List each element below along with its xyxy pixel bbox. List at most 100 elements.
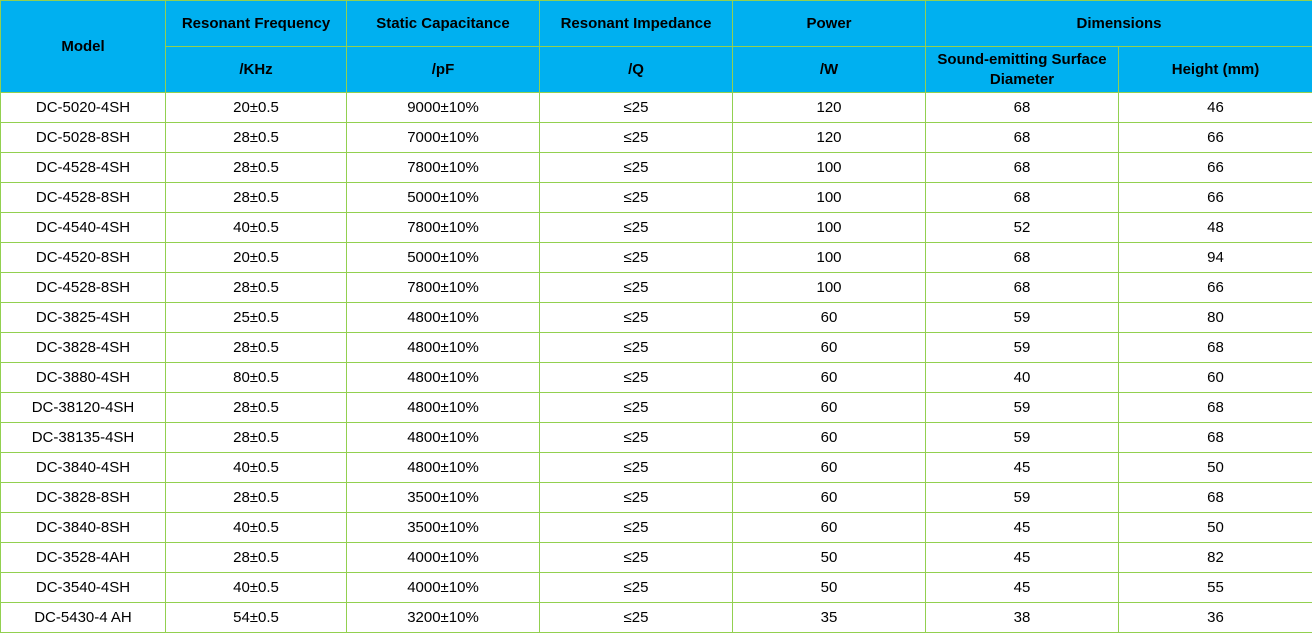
table-row: DC-5020-4SH 20±0.5 9000±10% ≤25 120 68 46 [0,92,1312,123]
model-cell: DC-4540-4SH [0,212,166,243]
model-cell: DC-3825-4SH [0,302,166,333]
model-cell: DC-3840-8SH [0,512,166,543]
table-row: DC-3540-4SH 40±0.5 4000±10% ≤25 50 45 55 [0,572,1312,603]
power-cell: 100 [732,212,926,243]
header-unit-frequency: /KHz [165,46,347,93]
header-power: Power [732,0,926,47]
frequency-cell: 28±0.5 [165,482,347,513]
impedance-cell: ≤25 [539,272,733,303]
height-cell: 68 [1118,332,1312,363]
table-row: DC-4528-4SH 28±0.5 7800±10% ≤25 100 68 66 [0,152,1312,183]
frequency-cell: 28±0.5 [165,272,347,303]
diameter-cell: 40 [925,362,1119,393]
capacitance-cell: 5000±10% [346,242,540,273]
model-cell: DC-5020-4SH [0,92,166,123]
height-cell: 50 [1118,452,1312,483]
power-cell: 60 [732,512,926,543]
frequency-cell: 28±0.5 [165,392,347,423]
capacitance-cell: 7800±10% [346,212,540,243]
height-cell: 80 [1118,302,1312,333]
power-cell: 50 [732,572,926,603]
frequency-cell: 40±0.5 [165,452,347,483]
height-cell: 66 [1118,122,1312,153]
frequency-cell: 40±0.5 [165,512,347,543]
capacitance-cell: 3500±10% [346,482,540,513]
model-cell: DC-38120-4SH [0,392,166,423]
model-cell: DC-3828-4SH [0,332,166,363]
model-cell: DC-3880-4SH [0,362,166,393]
impedance-cell: ≤25 [539,152,733,183]
header-dimensions: Dimensions [925,0,1312,47]
table-row: DC-4540-4SH 40±0.5 7800±10% ≤25 100 52 48 [0,212,1312,243]
diameter-cell: 38 [925,602,1119,633]
capacitance-cell: 4800±10% [346,452,540,483]
table-row: DC-4528-8SH 28±0.5 7800±10% ≤25 100 68 66 [0,272,1312,303]
impedance-cell: ≤25 [539,452,733,483]
power-cell: 60 [732,392,926,423]
header-model: Model [0,0,166,93]
power-cell: 120 [732,122,926,153]
table-row: DC-4520-8SH 20±0.5 5000±10% ≤25 100 68 94 [0,242,1312,273]
table-row: DC-38120-4SH 28±0.5 4800±10% ≤25 60 59 68 [0,392,1312,423]
table-row: DC-38135-4SH 28±0.5 4800±10% ≤25 60 59 68 [0,422,1312,453]
diameter-cell: 68 [925,272,1119,303]
capacitance-cell: 3500±10% [346,512,540,543]
height-cell: 66 [1118,182,1312,213]
table-row: DC-3825-4SH 25±0.5 4800±10% ≤25 60 59 80 [0,302,1312,333]
frequency-cell: 20±0.5 [165,242,347,273]
capacitance-cell: 4800±10% [346,392,540,423]
model-cell: DC-3828-8SH [0,482,166,513]
table-row: DC-3828-4SH 28±0.5 4800±10% ≤25 60 59 68 [0,332,1312,363]
model-cell: DC-3528-4AH [0,542,166,573]
impedance-cell: ≤25 [539,482,733,513]
table-row: DC-3840-8SH 40±0.5 3500±10% ≤25 60 45 50 [0,512,1312,543]
capacitance-cell: 3200±10% [346,602,540,633]
model-cell: DC-4528-8SH [0,182,166,213]
power-cell: 100 [732,182,926,213]
capacitance-cell: 7000±10% [346,122,540,153]
power-cell: 60 [732,482,926,513]
capacitance-cell: 4800±10% [346,422,540,453]
capacitance-cell: 4800±10% [346,302,540,333]
capacitance-cell: 9000±10% [346,92,540,123]
model-cell: DC-3540-4SH [0,572,166,603]
impedance-cell: ≤25 [539,392,733,423]
height-cell: 46 [1118,92,1312,123]
impedance-cell: ≤25 [539,212,733,243]
table-row: DC-3880-4SH 80±0.5 4800±10% ≤25 60 40 60 [0,362,1312,393]
power-cell: 35 [732,602,926,633]
diameter-cell: 68 [925,92,1119,123]
impedance-cell: ≤25 [539,122,733,153]
height-cell: 55 [1118,572,1312,603]
height-cell: 60 [1118,362,1312,393]
power-cell: 100 [732,242,926,273]
frequency-cell: 28±0.5 [165,542,347,573]
header-unit-power: /W [732,46,926,93]
height-cell: 66 [1118,152,1312,183]
frequency-cell: 28±0.5 [165,152,347,183]
impedance-cell: ≤25 [539,362,733,393]
frequency-cell: 28±0.5 [165,182,347,213]
height-cell: 94 [1118,242,1312,273]
table-row: DC-3840-4SH 40±0.5 4800±10% ≤25 60 45 50 [0,452,1312,483]
diameter-cell: 45 [925,452,1119,483]
diameter-cell: 68 [925,182,1119,213]
capacitance-cell: 5000±10% [346,182,540,213]
frequency-cell: 40±0.5 [165,212,347,243]
diameter-cell: 59 [925,482,1119,513]
frequency-cell: 28±0.5 [165,422,347,453]
impedance-cell: ≤25 [539,182,733,213]
frequency-cell: 28±0.5 [165,122,347,153]
height-cell: 50 [1118,512,1312,543]
power-cell: 60 [732,452,926,483]
diameter-cell: 68 [925,122,1119,153]
diameter-cell: 52 [925,212,1119,243]
height-cell: 36 [1118,602,1312,633]
diameter-cell: 45 [925,572,1119,603]
frequency-cell: 20±0.5 [165,92,347,123]
table-row: DC-3828-8SH 28±0.5 3500±10% ≤25 60 59 68 [0,482,1312,513]
impedance-cell: ≤25 [539,92,733,123]
table-row: DC-4528-8SH 28±0.5 5000±10% ≤25 100 68 66 [0,182,1312,213]
power-cell: 60 [732,362,926,393]
